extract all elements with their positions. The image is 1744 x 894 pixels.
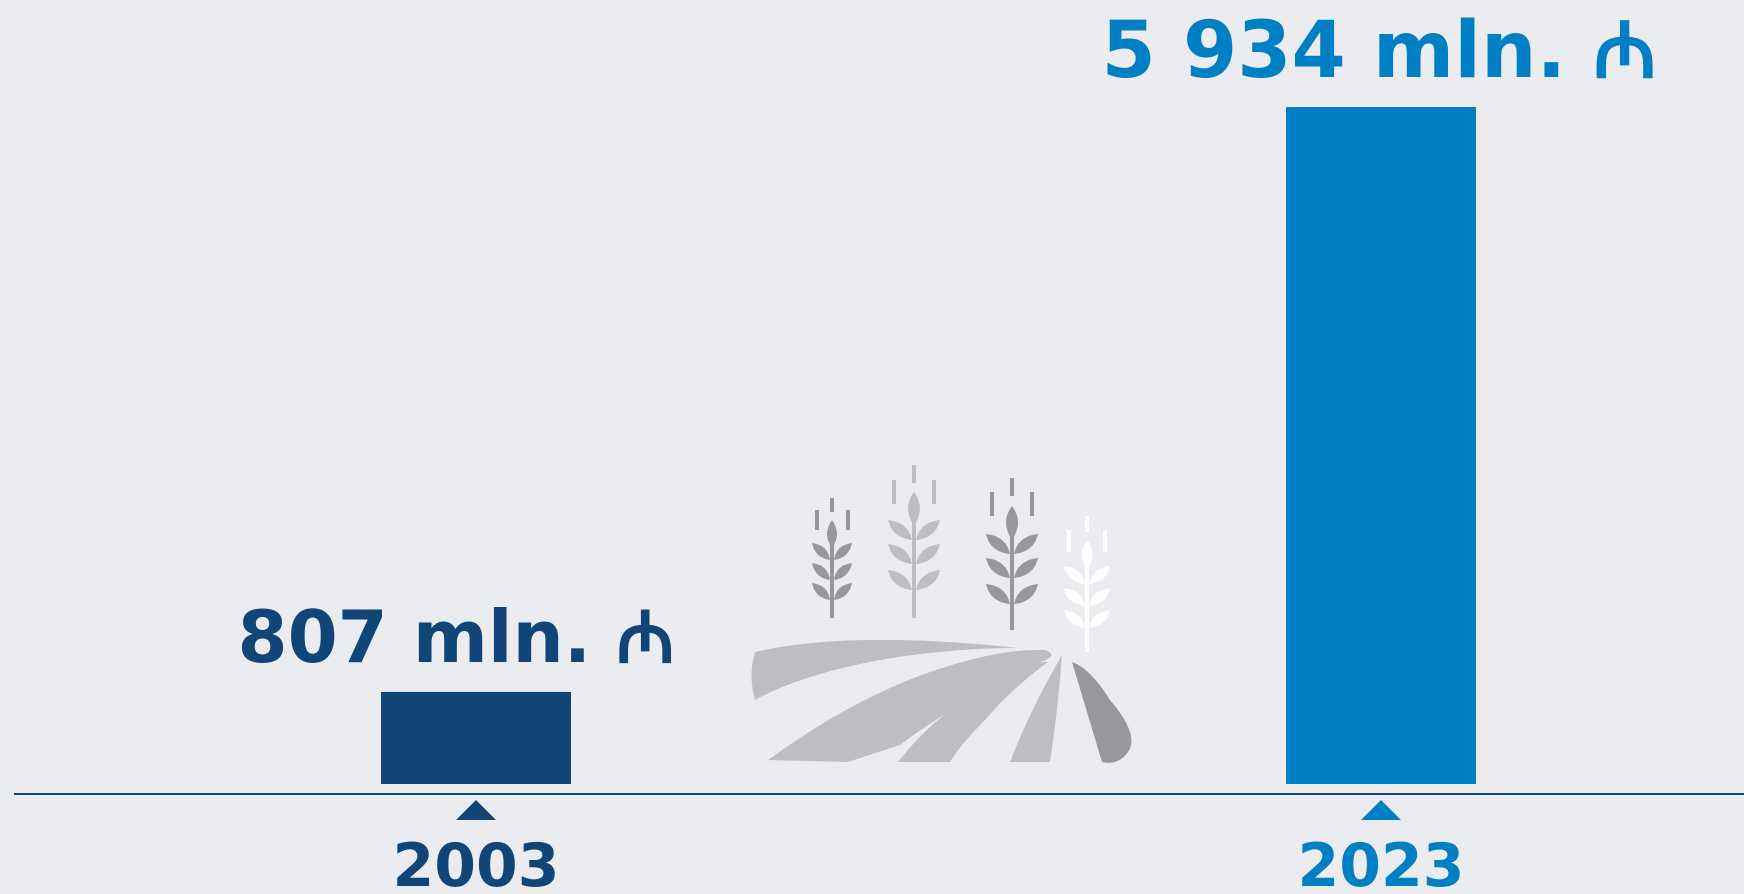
tick-marker — [1361, 800, 1401, 820]
bar — [1286, 107, 1476, 784]
bar — [381, 691, 571, 784]
x-tick-label: 2003 — [393, 831, 560, 894]
value-label: 5 934 mln. ₼ — [1102, 6, 1657, 96]
field-illustration — [751, 465, 1132, 763]
value-label: 807 mln. ₼ — [237, 595, 674, 679]
x-tick-label: 2023 — [1298, 831, 1465, 894]
tick-marker — [456, 800, 496, 820]
